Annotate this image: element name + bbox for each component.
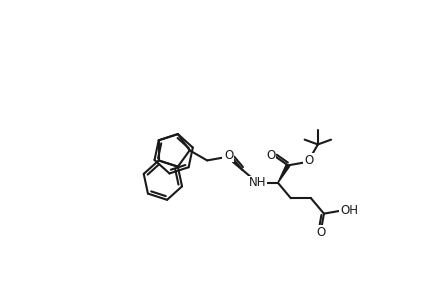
- Text: O: O: [304, 154, 313, 167]
- Text: NH: NH: [249, 176, 267, 189]
- Text: O: O: [267, 149, 276, 162]
- Text: O: O: [316, 226, 326, 239]
- Text: O: O: [224, 149, 233, 162]
- Text: OH: OH: [340, 204, 358, 217]
- Text: O: O: [222, 151, 232, 163]
- Polygon shape: [278, 164, 290, 183]
